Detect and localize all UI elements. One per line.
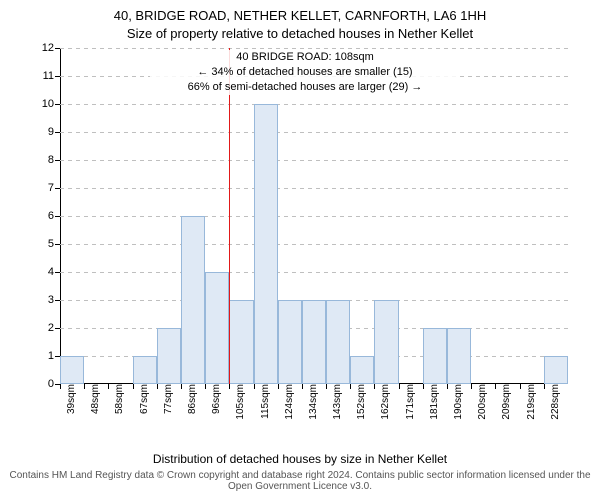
- x-tick-label: 77sqm: [161, 384, 174, 414]
- x-tick-label: 162sqm: [378, 384, 391, 420]
- x-tick-mark: [447, 384, 448, 389]
- reference-line: [229, 48, 230, 384]
- x-tick-mark: [302, 384, 303, 389]
- y-tick-mark: [55, 216, 60, 217]
- x-tick-label: 39sqm: [64, 384, 77, 414]
- y-tick-mark: [55, 244, 60, 245]
- x-tick-label: 219sqm: [524, 384, 537, 420]
- plot-area: 012345678910111239sqm48sqm58sqm67sqm77sq…: [60, 48, 568, 384]
- x-tick-label: 115sqm: [258, 384, 271, 419]
- x-tick-label: 143sqm: [330, 384, 343, 420]
- x-tick-mark: [520, 384, 521, 389]
- x-tick-mark: [133, 384, 134, 389]
- gridline-h: [60, 48, 568, 49]
- x-tick-mark: [423, 384, 424, 389]
- gridline-h: [60, 244, 568, 245]
- y-tick-mark: [55, 188, 60, 189]
- x-tick-label: 67sqm: [137, 384, 150, 414]
- x-tick-mark: [229, 384, 230, 389]
- y-tick-mark: [55, 328, 60, 329]
- histogram-bar: [326, 300, 350, 384]
- y-tick-mark: [55, 48, 60, 49]
- histogram-bar: [229, 300, 253, 384]
- y-tick-mark: [55, 272, 60, 273]
- gridline-h: [60, 104, 568, 105]
- x-tick-mark: [60, 384, 61, 389]
- x-tick-mark: [157, 384, 158, 389]
- x-tick-label: 58sqm: [112, 384, 125, 414]
- y-tick-mark: [55, 160, 60, 161]
- chart-container: 40, BRIDGE ROAD, NETHER KELLET, CARNFORT…: [0, 0, 600, 500]
- chart-title-line2: Size of property relative to detached ho…: [0, 26, 600, 41]
- gridline-h: [60, 272, 568, 273]
- x-tick-mark: [399, 384, 400, 389]
- histogram-bar: [350, 356, 374, 384]
- annotation-line1: 40 BRIDGE ROAD: 108sqm: [150, 50, 460, 65]
- gridline-h: [60, 188, 568, 189]
- attribution-text: Contains HM Land Registry data © Crown c…: [0, 470, 600, 492]
- gridline-h: [60, 160, 568, 161]
- histogram-bar: [181, 216, 205, 384]
- x-tick-label: 181sqm: [427, 384, 440, 420]
- y-tick-mark: [55, 104, 60, 105]
- y-tick-mark: [55, 132, 60, 133]
- x-axis-label: Distribution of detached houses by size …: [0, 452, 600, 466]
- histogram-bar: [254, 104, 278, 384]
- x-tick-label: 200sqm: [475, 384, 488, 420]
- x-tick-mark: [181, 384, 182, 389]
- histogram-bar: [133, 356, 157, 384]
- x-tick-label: 171sqm: [403, 384, 416, 420]
- histogram-bar: [544, 356, 568, 384]
- x-tick-label: 96sqm: [209, 384, 222, 414]
- x-tick-mark: [326, 384, 327, 389]
- gridline-h: [60, 132, 568, 133]
- x-tick-mark: [278, 384, 279, 389]
- histogram-bar: [447, 328, 471, 384]
- x-tick-mark: [374, 384, 375, 389]
- histogram-bar: [60, 356, 84, 384]
- x-tick-label: 124sqm: [282, 384, 295, 420]
- annotation-line3: 66% of semi-detached houses are larger (…: [150, 80, 460, 95]
- histogram-bar: [302, 300, 326, 384]
- x-tick-mark: [471, 384, 472, 389]
- gridline-h: [60, 216, 568, 217]
- x-tick-label: 48sqm: [88, 384, 101, 414]
- x-tick-label: 190sqm: [451, 384, 464, 420]
- x-tick-mark: [350, 384, 351, 389]
- x-tick-label: 86sqm: [185, 384, 198, 414]
- annotation-box: 40 BRIDGE ROAD: 108sqm← 34% of detached …: [150, 50, 460, 95]
- y-tick-mark: [55, 76, 60, 77]
- x-tick-mark: [495, 384, 496, 389]
- histogram-bar: [374, 300, 398, 384]
- histogram-bar: [423, 328, 447, 384]
- y-tick-mark: [55, 300, 60, 301]
- histogram-bar: [157, 328, 181, 384]
- x-tick-label: 152sqm: [354, 384, 367, 420]
- histogram-bar: [278, 300, 302, 384]
- x-tick-mark: [544, 384, 545, 389]
- x-tick-label: 228sqm: [548, 384, 561, 420]
- x-tick-mark: [84, 384, 85, 389]
- x-tick-label: 134sqm: [306, 384, 319, 420]
- x-tick-label: 209sqm: [499, 384, 512, 420]
- chart-title-line1: 40, BRIDGE ROAD, NETHER KELLET, CARNFORT…: [0, 8, 600, 23]
- annotation-line2: ← 34% of detached houses are smaller (15…: [150, 65, 460, 80]
- x-tick-mark: [108, 384, 109, 389]
- x-tick-mark: [205, 384, 206, 389]
- histogram-bar: [205, 272, 229, 384]
- x-tick-label: 105sqm: [233, 384, 246, 420]
- x-tick-mark: [254, 384, 255, 389]
